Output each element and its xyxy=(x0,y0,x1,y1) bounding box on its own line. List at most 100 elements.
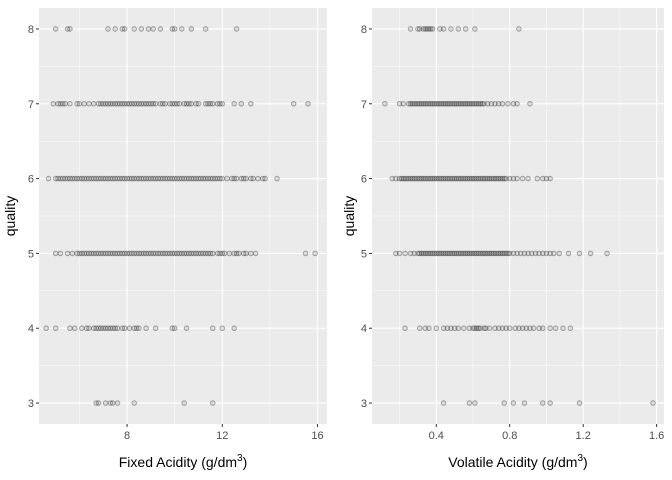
data-point xyxy=(497,175,504,182)
data-point xyxy=(457,250,463,257)
data-point xyxy=(233,26,240,32)
data-point xyxy=(442,175,449,182)
data-point xyxy=(418,175,425,182)
data-point xyxy=(67,175,73,182)
data-point xyxy=(117,175,123,182)
data-point xyxy=(525,175,531,182)
data-point xyxy=(433,325,440,332)
data-point xyxy=(219,175,226,182)
data-point xyxy=(64,175,71,182)
data-point xyxy=(510,175,517,182)
data-point xyxy=(437,175,443,182)
data-point xyxy=(148,250,154,257)
data-point xyxy=(433,175,440,182)
data-point xyxy=(475,175,482,182)
data-point xyxy=(433,250,440,257)
data-point xyxy=(462,250,469,257)
data-point xyxy=(198,250,204,257)
data-point xyxy=(422,175,429,182)
data-point xyxy=(424,175,430,182)
data-point xyxy=(405,100,412,107)
data-point xyxy=(205,250,211,257)
data-point xyxy=(188,26,195,32)
data-point xyxy=(459,250,465,257)
data-point xyxy=(52,250,59,257)
data-point xyxy=(240,250,247,257)
data-point xyxy=(560,325,566,332)
data-point xyxy=(86,100,92,107)
data-point xyxy=(214,250,221,257)
y-tick-label: 6 xyxy=(361,174,367,186)
data-point xyxy=(171,100,178,107)
data-point xyxy=(431,175,438,182)
data-point xyxy=(440,400,447,406)
data-point xyxy=(174,175,180,182)
data-point xyxy=(490,175,497,182)
data-point xyxy=(505,250,511,257)
data-point xyxy=(119,175,126,182)
data-point xyxy=(451,325,458,332)
data-point xyxy=(437,250,443,257)
data-point xyxy=(431,100,438,107)
data-point xyxy=(492,100,498,107)
data-point xyxy=(145,26,152,32)
data-point xyxy=(124,250,130,257)
data-point xyxy=(107,325,114,332)
data-point xyxy=(224,175,230,182)
data-point xyxy=(448,250,454,257)
data-point xyxy=(484,250,491,257)
y-tick-label: 6 xyxy=(28,174,34,186)
data-point xyxy=(481,100,487,107)
data-point xyxy=(477,175,484,182)
data-point xyxy=(140,175,147,182)
data-point xyxy=(477,100,484,107)
data-point xyxy=(231,175,237,182)
data-point xyxy=(483,250,489,257)
data-point xyxy=(183,175,190,182)
data-point xyxy=(90,250,97,257)
data-point xyxy=(121,175,128,182)
data-point xyxy=(398,175,405,182)
data-point xyxy=(183,325,190,332)
data-point xyxy=(162,100,168,107)
data-point xyxy=(136,175,142,182)
data-point xyxy=(459,100,465,107)
data-point xyxy=(145,175,152,182)
data-point xyxy=(510,250,517,257)
data-point xyxy=(83,325,90,332)
data-point xyxy=(102,175,109,182)
data-point xyxy=(221,250,228,257)
data-point xyxy=(532,250,539,257)
data-point xyxy=(451,175,458,182)
data-point xyxy=(481,175,487,182)
data-point xyxy=(426,26,432,32)
data-point xyxy=(450,250,456,257)
data-point xyxy=(499,100,506,107)
data-point xyxy=(167,100,173,107)
data-point xyxy=(62,100,68,107)
data-point xyxy=(181,175,187,182)
data-point xyxy=(90,100,97,107)
data-point xyxy=(457,175,463,182)
y-tick-label: 3 xyxy=(28,398,34,410)
data-point xyxy=(468,175,474,182)
x-tick-label: 8 xyxy=(124,430,130,442)
data-point xyxy=(52,325,59,332)
data-point xyxy=(514,100,520,107)
data-point xyxy=(74,100,80,107)
data-point xyxy=(159,100,166,107)
data-point xyxy=(503,250,509,257)
data-point xyxy=(193,250,199,257)
data-point xyxy=(164,250,171,257)
data-point xyxy=(150,250,157,257)
data-point xyxy=(79,175,85,182)
data-point xyxy=(422,325,429,332)
data-point xyxy=(551,250,557,257)
data-point xyxy=(470,100,476,107)
data-point xyxy=(479,175,485,182)
data-point xyxy=(124,175,130,182)
data-point xyxy=(98,325,104,332)
data-point xyxy=(150,26,157,32)
data-point xyxy=(248,250,254,257)
data-point xyxy=(396,175,403,182)
